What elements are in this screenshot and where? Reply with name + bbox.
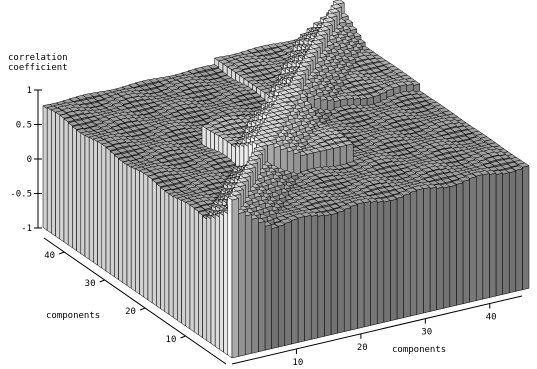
bar-top	[318, 26, 331, 32]
bar-face-right	[522, 165, 530, 291]
bar-face-left	[46, 107, 52, 234]
bar-top	[323, 17, 336, 23]
bar-top	[320, 21, 333, 27]
bar-face-right	[495, 172, 503, 297]
bar-top	[246, 48, 260, 54]
bar-face-left	[63, 118, 69, 246]
bar-top	[253, 46, 266, 52]
bar-top	[270, 47, 284, 53]
bar-face-right	[502, 172, 510, 295]
bar-grid	[42, 0, 530, 359]
bar-face-left	[59, 114, 65, 243]
bar-top	[330, 3, 343, 9]
bar-top	[327, 8, 341, 14]
bar-face-left	[55, 111, 61, 240]
bar-face-right	[508, 170, 517, 294]
bar-top	[275, 50, 288, 56]
bar-face-right	[482, 173, 490, 300]
bar-face-right	[489, 172, 497, 298]
bar-face-left	[42, 105, 48, 231]
bar-face-right	[515, 168, 523, 292]
bar-top	[325, 12, 338, 18]
bar-top	[376, 65, 389, 71]
bar-top	[332, 0, 345, 5]
bar-face-left	[51, 109, 56, 237]
bar-top	[354, 60, 368, 66]
